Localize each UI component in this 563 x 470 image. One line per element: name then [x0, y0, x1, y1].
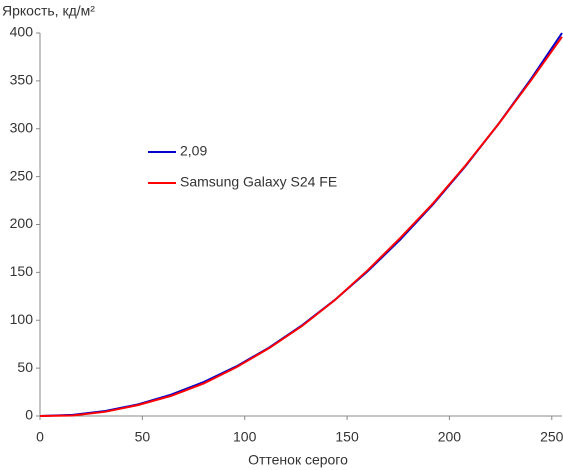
y-tick-label: 400: [10, 24, 34, 40]
y-tick-label: 150: [10, 263, 34, 279]
x-tick-label: 50: [135, 429, 151, 445]
y-tick-label: 350: [10, 72, 34, 88]
x-tick-label: 0: [36, 429, 44, 445]
x-tick-label: 100: [233, 429, 257, 445]
y-tick-label: 250: [10, 167, 34, 183]
legend-label: 2,09: [180, 143, 207, 159]
y-tick-label: 300: [10, 119, 34, 135]
series-line: [39, 32, 563, 417]
legend-label: Samsung Galaxy S24 FE: [180, 174, 337, 190]
x-axis-title: Оттенок серого: [248, 452, 348, 468]
y-tick-label: 100: [10, 311, 34, 327]
y-tick-label: 200: [10, 215, 34, 231]
y-axis-title: Яркость, кд/м²: [2, 3, 95, 19]
x-tick-label: 250: [540, 429, 563, 445]
y-tick-label: 50: [17, 359, 33, 375]
series-line: [39, 36, 563, 417]
x-tick-label: 200: [438, 429, 462, 445]
x-tick-label: 150: [335, 429, 359, 445]
y-tick-label: 0: [25, 407, 33, 423]
